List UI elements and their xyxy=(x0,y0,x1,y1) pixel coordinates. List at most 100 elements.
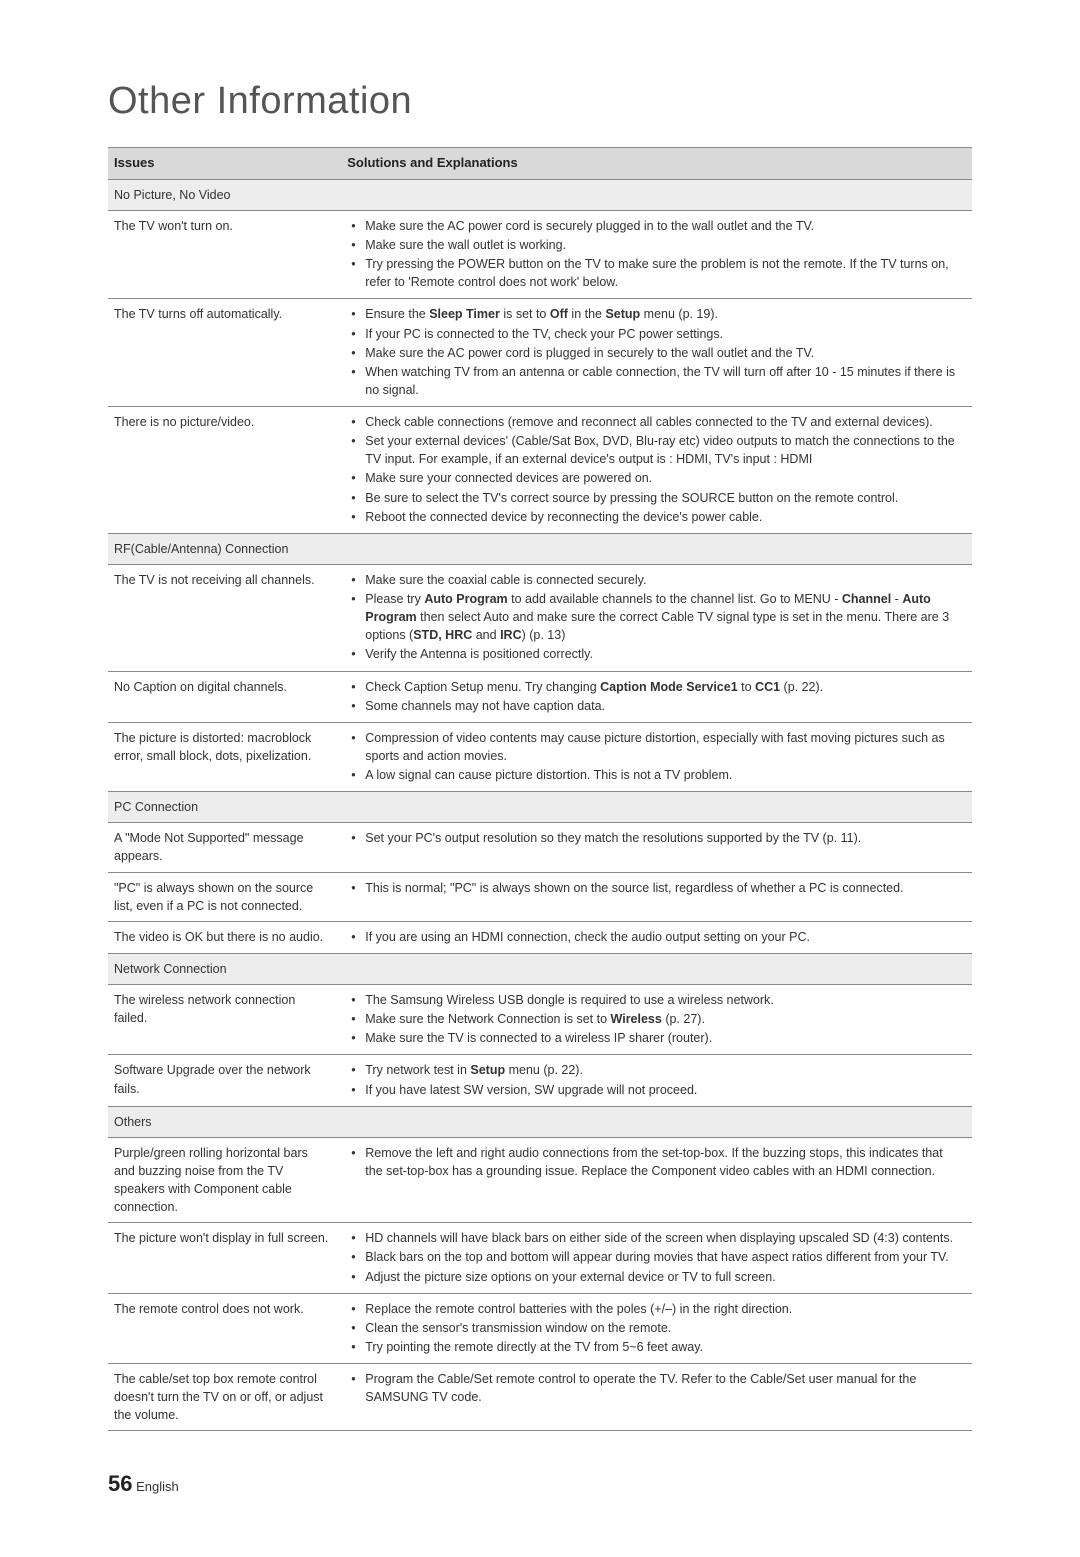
solution-item: Make sure the coaxial cable is connected… xyxy=(347,571,962,589)
solution-list: Set your PC's output resolution so they … xyxy=(347,829,962,847)
solution-cell: Check cable connections (remove and reco… xyxy=(341,407,972,534)
solution-item: Check cable connections (remove and reco… xyxy=(347,413,962,431)
troubleshooting-table: Issues Solutions and Explanations No Pic… xyxy=(108,147,972,1431)
solution-item: If you are using an HDMI connection, che… xyxy=(347,928,962,946)
issue-cell: Purple/green rolling horizontal bars and… xyxy=(108,1137,341,1223)
solution-item: Program the Cable/Set remote control to … xyxy=(347,1370,962,1406)
issue-cell: The wireless network connection failed. xyxy=(108,985,341,1055)
solution-list: Ensure the Sleep Timer is set to Off in … xyxy=(347,305,962,399)
solution-list: Check cable connections (remove and reco… xyxy=(347,413,962,526)
issue-cell: There is no picture/video. xyxy=(108,407,341,534)
solution-item: Check Caption Setup menu. Try changing C… xyxy=(347,678,962,696)
solution-item: Remove the left and right audio connecti… xyxy=(347,1144,962,1180)
page-number: 56 xyxy=(108,1471,132,1496)
solution-list: Program the Cable/Set remote control to … xyxy=(347,1370,962,1406)
solution-item: Make sure the Network Connection is set … xyxy=(347,1010,962,1028)
solution-item: Set your external devices' (Cable/Sat Bo… xyxy=(347,432,962,468)
solution-item: If your PC is connected to the TV, check… xyxy=(347,325,962,343)
solution-cell: Remove the left and right audio connecti… xyxy=(341,1137,972,1223)
solution-item: Try pointing the remote directly at the … xyxy=(347,1338,962,1356)
solution-cell: Ensure the Sleep Timer is set to Off in … xyxy=(341,299,972,407)
page: Other Information Issues Solutions and E… xyxy=(0,0,1080,1557)
table-row: The picture won't display in full screen… xyxy=(108,1223,972,1293)
solution-list: Remove the left and right audio connecti… xyxy=(347,1144,962,1180)
solution-item: When watching TV from an antenna or cabl… xyxy=(347,363,962,399)
solution-list: Replace the remote control batteries wit… xyxy=(347,1300,962,1356)
table-header-row: Issues Solutions and Explanations xyxy=(108,148,972,180)
table-row: "PC" is always shown on the source list,… xyxy=(108,872,972,921)
table-row: Purple/green rolling horizontal bars and… xyxy=(108,1137,972,1223)
section-row: Others xyxy=(108,1106,972,1137)
solution-cell: Replace the remote control batteries wit… xyxy=(341,1293,972,1363)
issue-cell: The TV won't turn on. xyxy=(108,210,341,299)
solution-item: A low signal can cause picture distortio… xyxy=(347,766,962,784)
solution-item: This is normal; "PC" is always shown on … xyxy=(347,879,962,897)
issue-cell: The picture is distorted: macroblock err… xyxy=(108,722,341,791)
solution-cell: Program the Cable/Set remote control to … xyxy=(341,1364,972,1431)
col-header-issues: Issues xyxy=(108,148,341,180)
issue-cell: The remote control does not work. xyxy=(108,1293,341,1363)
solution-item: Make sure the AC power cord is securely … xyxy=(347,217,962,235)
table-row: The picture is distorted: macroblock err… xyxy=(108,722,972,791)
solution-list: Try network test in Setup menu (p. 22). I… xyxy=(347,1061,962,1098)
solution-cell: Check Caption Setup menu. Try changing C… xyxy=(341,671,972,722)
col-header-solutions: Solutions and Explanations xyxy=(341,148,972,180)
solution-item: If you have latest SW version, SW upgrad… xyxy=(347,1081,962,1099)
section-heading: Others xyxy=(108,1106,972,1137)
solution-cell: Make sure the AC power cord is securely … xyxy=(341,210,972,299)
table-row: Software Upgrade over the network fails.… xyxy=(108,1055,972,1106)
solution-cell: HD channels will have black bars on eith… xyxy=(341,1223,972,1293)
solution-item: Clean the sensor's transmission window o… xyxy=(347,1319,962,1337)
solution-item: Reboot the connected device by reconnect… xyxy=(347,508,962,526)
solution-list: Compression of video contents may cause … xyxy=(347,729,962,784)
solution-list: If you are using an HDMI connection, che… xyxy=(347,928,962,946)
solution-cell: Try network test in Setup menu (p. 22). I… xyxy=(341,1055,972,1106)
solution-item: Try network test in Setup menu (p. 22). xyxy=(347,1061,962,1079)
solution-cell: Compression of video contents may cause … xyxy=(341,722,972,791)
table-row: The remote control does not work. Replace… xyxy=(108,1293,972,1363)
solution-item: Make sure the wall outlet is working. xyxy=(347,236,962,254)
solution-item: Set your PC's output resolution so they … xyxy=(347,829,962,847)
issue-cell: The picture won't display in full screen… xyxy=(108,1223,341,1293)
solution-item: Adjust the picture size options on your … xyxy=(347,1268,962,1286)
section-row: RF(Cable/Antenna) Connection xyxy=(108,533,972,564)
solution-item: Make sure your connected devices are pow… xyxy=(347,469,962,487)
solution-item: Make sure the AC power cord is plugged i… xyxy=(347,344,962,362)
page-language: English xyxy=(136,1479,179,1494)
table-row: There is no picture/video. Check cable co… xyxy=(108,407,972,534)
solution-list: This is normal; "PC" is always shown on … xyxy=(347,879,962,897)
issue-cell: Software Upgrade over the network fails. xyxy=(108,1055,341,1106)
solution-item: Verify the Antenna is positioned correct… xyxy=(347,645,962,663)
solution-item: Replace the remote control batteries wit… xyxy=(347,1300,962,1318)
issue-cell: "PC" is always shown on the source list,… xyxy=(108,872,341,921)
solution-cell: The Samsung Wireless USB dongle is requi… xyxy=(341,985,972,1055)
issue-cell: The TV turns off automatically. xyxy=(108,299,341,407)
solution-list: Check Caption Setup menu. Try changing C… xyxy=(347,678,962,715)
section-row: PC Connection xyxy=(108,792,972,823)
issue-cell: The cable/set top box remote control doe… xyxy=(108,1364,341,1431)
section-heading: RF(Cable/Antenna) Connection xyxy=(108,533,972,564)
solution-cell: Make sure the coaxial cable is connected… xyxy=(341,564,972,671)
table-row: A "Mode Not Supported" message appears. S… xyxy=(108,823,972,872)
solution-cell: This is normal; "PC" is always shown on … xyxy=(341,872,972,921)
section-heading: No Picture, No Video xyxy=(108,179,972,210)
table-row: The video is OK but there is no audio.If… xyxy=(108,921,972,953)
issue-cell: No Caption on digital channels. xyxy=(108,671,341,722)
table-row: The wireless network connection failed.T… xyxy=(108,985,972,1055)
section-heading: PC Connection xyxy=(108,792,972,823)
issue-cell: The TV is not receiving all channels. xyxy=(108,564,341,671)
solution-item: Try pressing the POWER button on the TV … xyxy=(347,255,962,291)
table-row: The TV won't turn on. Make sure the AC po… xyxy=(108,210,972,299)
section-heading: Network Connection xyxy=(108,953,972,984)
issue-cell: A "Mode Not Supported" message appears. xyxy=(108,823,341,872)
solution-cell: If you are using an HDMI connection, che… xyxy=(341,921,972,953)
solution-item: Some channels may not have caption data. xyxy=(347,697,962,715)
section-row: Network Connection xyxy=(108,953,972,984)
solution-item: Ensure the Sleep Timer is set to Off in … xyxy=(347,305,962,323)
solution-list: HD channels will have black bars on eith… xyxy=(347,1229,962,1285)
solution-item: Please try Auto Program to add available… xyxy=(347,590,962,644)
table-row: The TV is not receiving all channels. Mak… xyxy=(108,564,972,671)
solution-item: Compression of video contents may cause … xyxy=(347,729,962,765)
solution-item: HD channels will have black bars on eith… xyxy=(347,1229,962,1247)
solution-item: Black bars on the top and bottom will ap… xyxy=(347,1248,962,1266)
